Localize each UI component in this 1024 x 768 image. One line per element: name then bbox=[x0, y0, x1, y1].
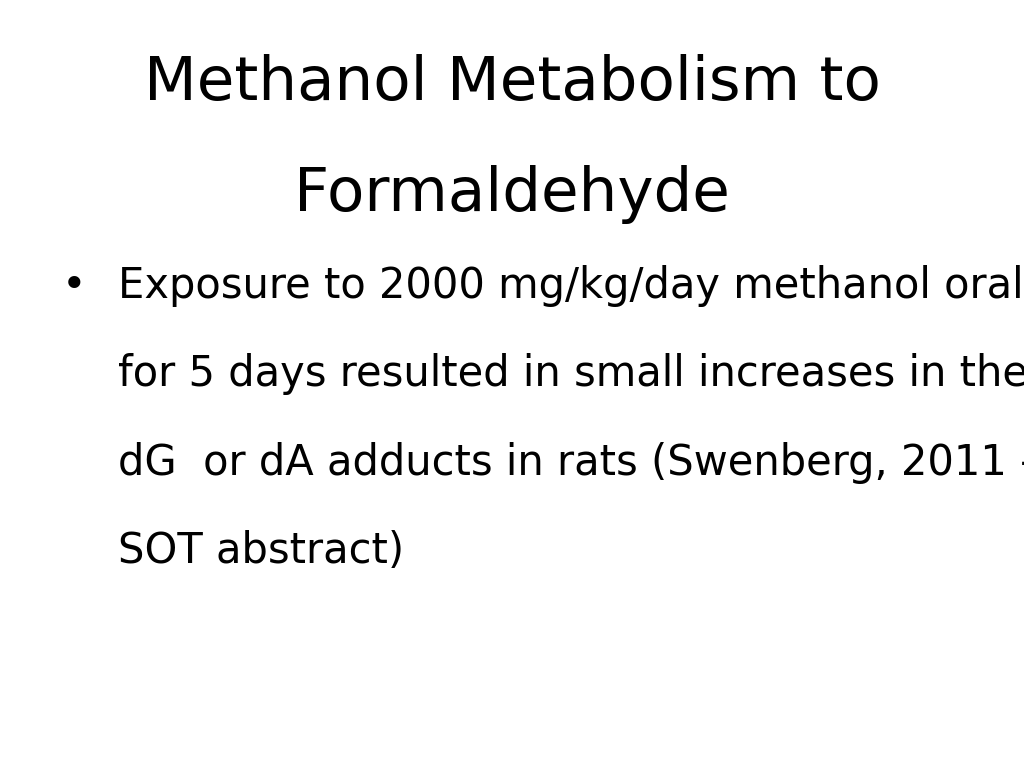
Text: SOT abstract): SOT abstract) bbox=[118, 530, 403, 572]
Text: •: • bbox=[61, 265, 86, 307]
Text: dG  or dA adducts in rats (Swenberg, 2011 –: dG or dA adducts in rats (Swenberg, 2011… bbox=[118, 442, 1024, 484]
Text: Methanol Metabolism to: Methanol Metabolism to bbox=[143, 54, 881, 113]
Text: Formaldehyde: Formaldehyde bbox=[294, 165, 730, 224]
Text: for 5 days resulted in small increases in the FA-: for 5 days resulted in small increases i… bbox=[118, 353, 1024, 396]
Text: Exposure to 2000 mg/kg/day methanol orally: Exposure to 2000 mg/kg/day methanol oral… bbox=[118, 265, 1024, 307]
